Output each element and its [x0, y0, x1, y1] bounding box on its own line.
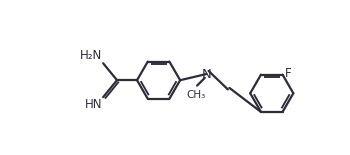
Text: N: N — [202, 68, 211, 81]
Text: CH₃: CH₃ — [186, 90, 205, 100]
Text: H₂N: H₂N — [80, 49, 102, 62]
Text: F: F — [285, 67, 292, 80]
Text: HN: HN — [85, 98, 102, 111]
